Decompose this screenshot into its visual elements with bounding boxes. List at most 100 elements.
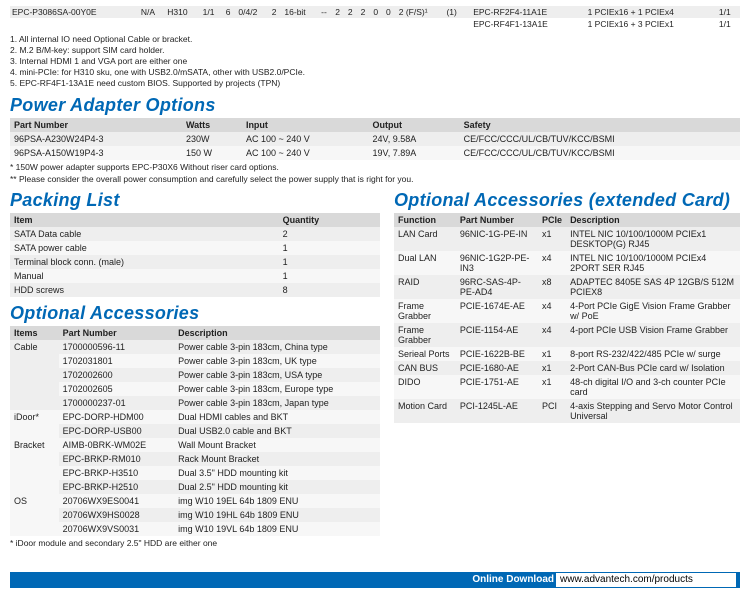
cell: x1 <box>538 361 566 375</box>
col-header: Part Number <box>59 326 175 340</box>
cell: PCIE-1674E-AE <box>456 299 538 323</box>
cell: Dual USB2.0 cable and BKT <box>174 424 380 438</box>
power-adapter-footnote-2: ** Please consider the overall power con… <box>10 174 740 184</box>
cell: Power cable 3-pin 183cm, Europe type <box>174 382 380 396</box>
spec-cell <box>444 18 465 30</box>
cell: img W10 19VL 64b 1809 ENU <box>174 522 380 536</box>
cell: 96PSA-A230W24P4-3 <box>10 132 182 146</box>
spec-cell: 1/1 <box>717 6 740 18</box>
spec-cell <box>10 18 139 30</box>
cell: EPC-DORP-USB00 <box>59 424 175 438</box>
note-line: 1. All internal IO need Optional Cable o… <box>10 34 740 45</box>
col-header: Description <box>174 326 380 340</box>
cell: 96RC-SAS-4P-PE-AD4 <box>456 275 538 299</box>
spec-cell: 2 <box>346 6 359 18</box>
cell: CAN BUS <box>394 361 456 375</box>
cell: img W10 19EL 64b 1809 ENU <box>174 494 380 508</box>
spec-cell <box>371 18 384 30</box>
spec-cell: N/A <box>139 6 165 18</box>
cell: 8 <box>279 283 380 297</box>
cell: 20706WX9VS0031 <box>59 522 175 536</box>
col-header: Part Number <box>456 213 538 227</box>
spec-cell: 0 <box>371 6 384 18</box>
cell: PCIE-1680-AE <box>456 361 538 375</box>
cell: EPC-BRKP-RM010 <box>59 452 175 466</box>
cell: AC 100 ~ 240 V <box>242 146 369 160</box>
spec-cell: 0/4/2 <box>236 6 269 18</box>
cell: RAID <box>394 275 456 299</box>
group-label: OS <box>10 494 59 536</box>
spec-cell: 2 (F/S)¹ <box>397 6 445 18</box>
col-header: Safety <box>460 118 740 132</box>
cell: Frame Grabber <box>394 299 456 323</box>
col-header: Description <box>566 213 740 227</box>
cell: x4 <box>538 251 566 275</box>
cell: SATA Data cable <box>10 227 279 241</box>
cell: x8 <box>538 275 566 299</box>
cell: 1700000596-11 <box>59 340 175 354</box>
download-label: Online Download <box>472 572 554 588</box>
cell: 2-Port CAN-Bus PCIe card w/ Isolation <box>566 361 740 375</box>
spec-cell: EPC-RF2F4-11A1E <box>471 6 585 18</box>
spec-cell <box>139 18 165 30</box>
col-header: Quantity <box>279 213 380 227</box>
cell: 24V, 9.58A <box>369 132 460 146</box>
power-adapter-table: Part NumberWattsInputOutputSafety96PSA-A… <box>10 118 740 160</box>
cell: DIDO <box>394 375 456 399</box>
note-line: 2. M.2 B/M-key: support SIM card holder. <box>10 45 740 56</box>
cell: Dual HDMI cables and BKT <box>174 410 380 424</box>
note-line: 5. EPC-RF4F1-13A1E need custom BIOS. Sup… <box>10 78 740 89</box>
power-adapter-footnote-1: * 150W power adapter supports EPC-P30X6 … <box>10 162 740 172</box>
cell: 20706WX9HS0028 <box>59 508 175 522</box>
cell: img W10 19HL 64b 1809 ENU <box>174 508 380 522</box>
spec-cell <box>236 18 269 30</box>
spec-cell <box>282 18 319 30</box>
cell: INTEL NIC 10/100/1000M PCIEx1 DESKTOP(G)… <box>566 227 740 251</box>
download-bar: Online Download www.advantech.com/produc… <box>10 572 740 588</box>
cell: AC 100 ~ 240 V <box>242 132 369 146</box>
cell: PCIE-1622B-BE <box>456 347 538 361</box>
cell: LAN Card <box>394 227 456 251</box>
col-header: Function <box>394 213 456 227</box>
spec-cell <box>165 18 200 30</box>
cell: 4-port PCIe USB Vision Frame Grabber <box>566 323 740 347</box>
cell: 20706WX9ES0041 <box>59 494 175 508</box>
cell: CE/FCC/CCC/UL/CB/TUV/KCC/BSMI <box>460 132 740 146</box>
cell: 19V, 7.89A <box>369 146 460 160</box>
cell: Manual <box>10 269 279 283</box>
spec-cell: 1/1 <box>201 6 224 18</box>
cell: Motion Card <box>394 399 456 423</box>
notes-block: 1. All internal IO need Optional Cable o… <box>10 34 740 89</box>
download-url[interactable]: www.advantech.com/products <box>556 573 736 587</box>
cell: INTEL NIC 10/100/1000M PCIEx4 2PORT SER … <box>566 251 740 275</box>
cell: x1 <box>538 347 566 361</box>
col-header: Watts <box>182 118 242 132</box>
cell: EPC-DORP-HDM00 <box>59 410 175 424</box>
extended-title: Optional Accessories (extended Card) <box>394 190 740 211</box>
cell: PCIE-1751-AE <box>456 375 538 399</box>
note-line: 4. mini-PCIe: for H310 sku, one with USB… <box>10 67 740 78</box>
cell: 4-axis Stepping and Servo Motor Control … <box>566 399 740 423</box>
cell: x4 <box>538 299 566 323</box>
cell: 1 <box>279 241 380 255</box>
spec-cell: 6 <box>224 6 237 18</box>
col-header: Items <box>10 326 59 340</box>
cell: Frame Grabber <box>394 323 456 347</box>
spec-cell: 2 <box>359 6 372 18</box>
spec-cell <box>397 18 445 30</box>
cell: 1700000237-01 <box>59 396 175 410</box>
spec-cell: 1 PCIEx16 + 3 PCIEx1 <box>586 18 717 30</box>
cell: EPC-BRKP-H2510 <box>59 480 175 494</box>
col-header: Output <box>369 118 460 132</box>
cell: Dual LAN <box>394 251 456 275</box>
cell: 1702031801 <box>59 354 175 368</box>
cell: 4-Port PCIe GigE Vision Frame Grabber w/… <box>566 299 740 323</box>
cell: ADAPTEC 8405E SAS 4P 12GB/S 512M PCIEX8 <box>566 275 740 299</box>
cell: Wall Mount Bracket <box>174 438 380 452</box>
cell: PCI <box>538 399 566 423</box>
cell: CE/FCC/CCC/UL/CB/TUV/KCC/BSMI <box>460 146 740 160</box>
power-adapter-title: Power Adapter Options <box>10 95 740 116</box>
cell: 1702002605 <box>59 382 175 396</box>
spec-cell: EPC-P3086SA-00Y0E <box>10 6 139 18</box>
cell: Power cable 3-pin 183cm, USA type <box>174 368 380 382</box>
